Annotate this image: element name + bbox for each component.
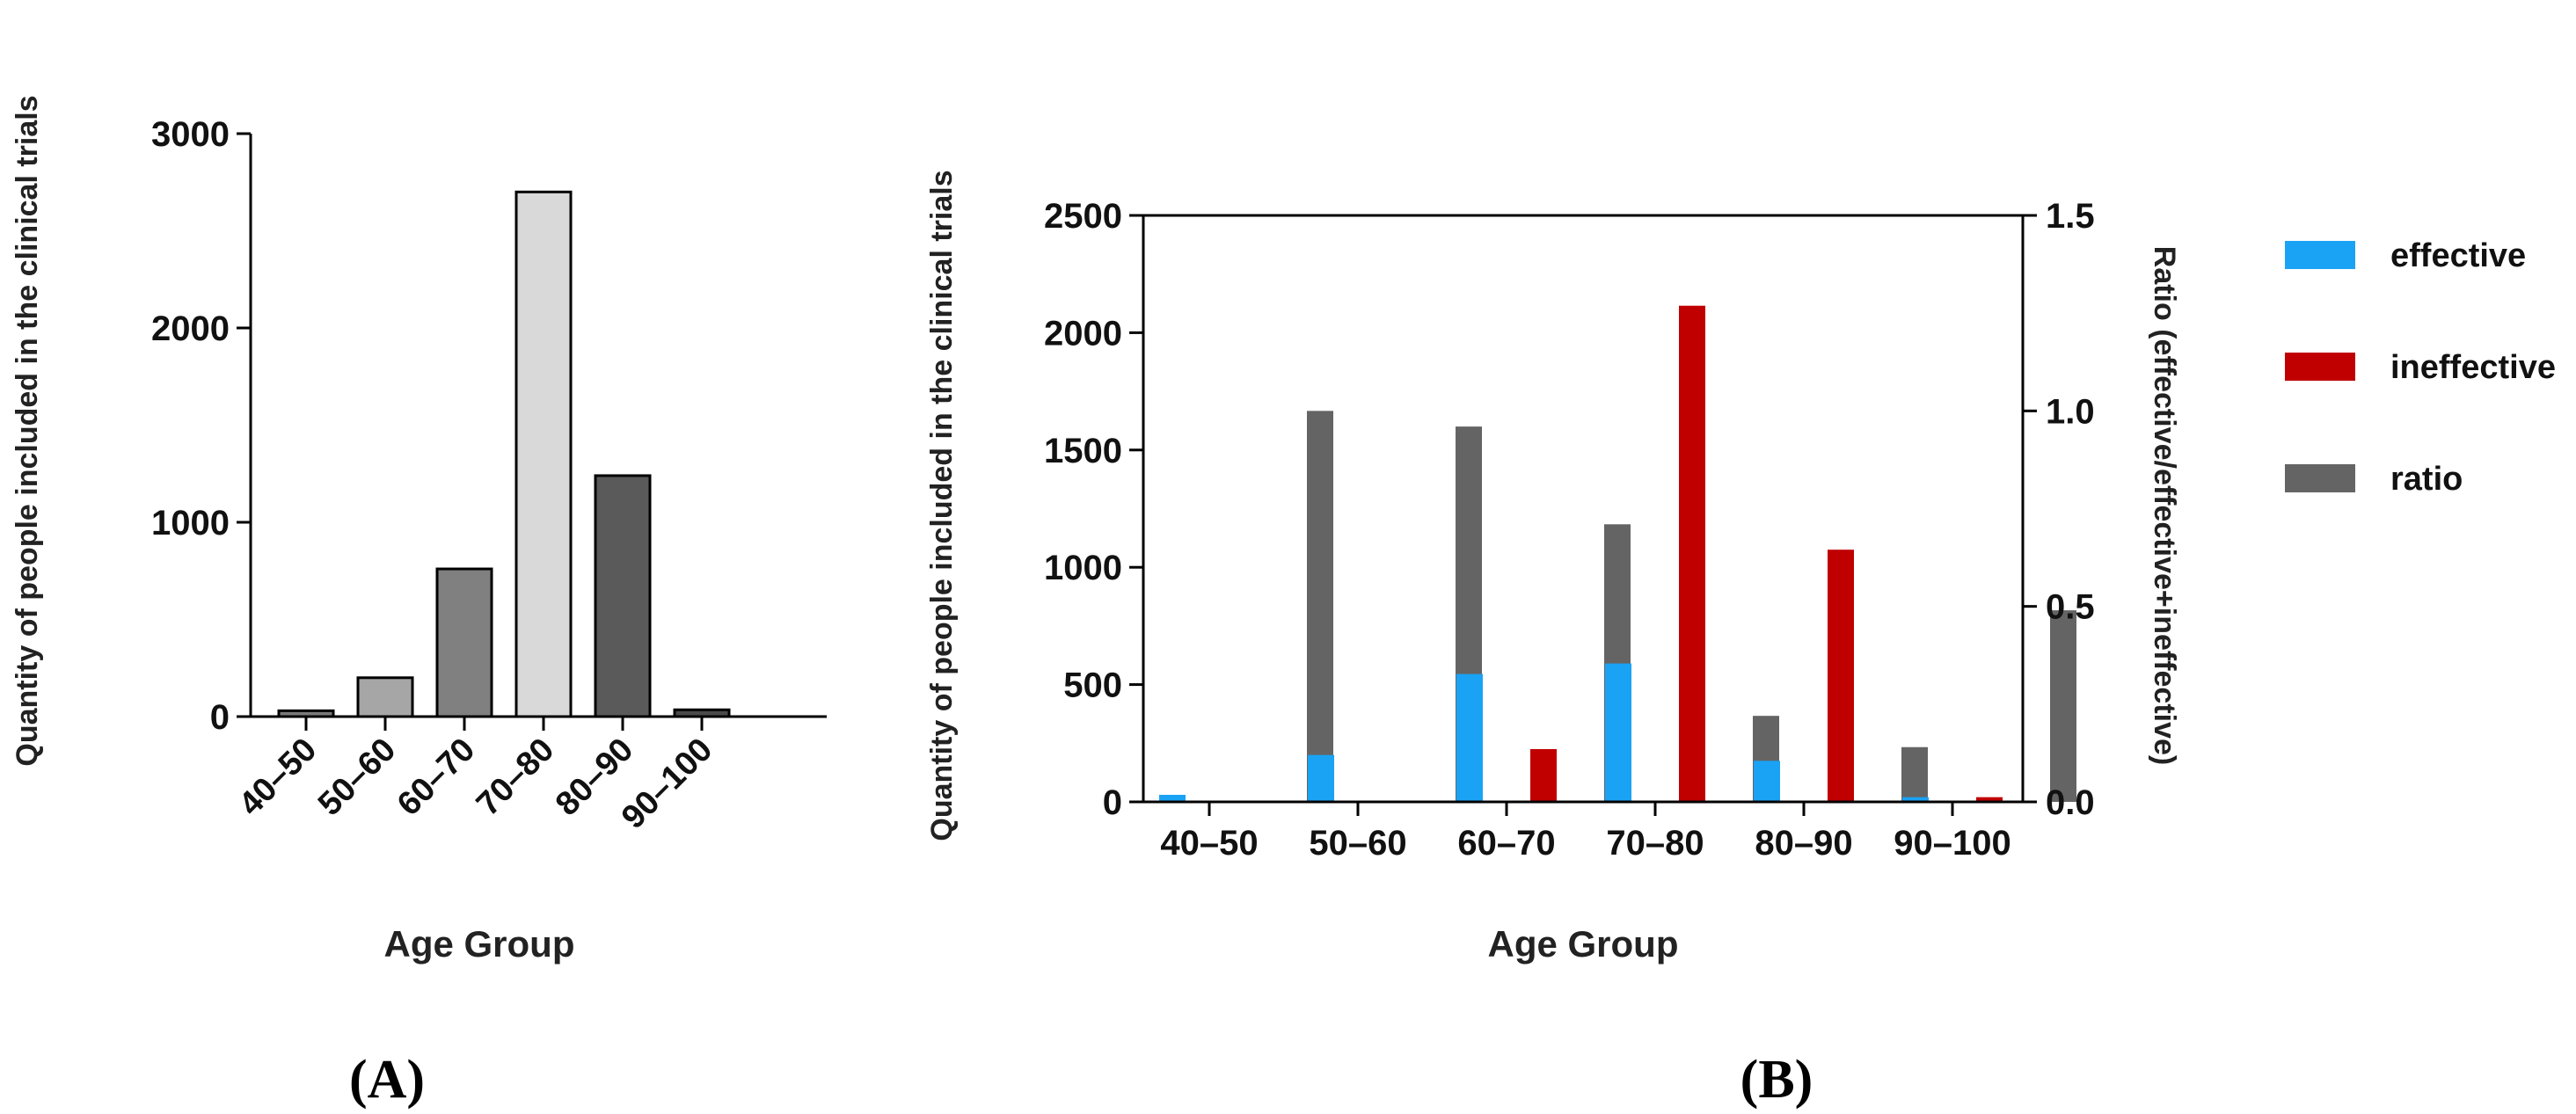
panel-a-xtick-label: 50–60 — [311, 732, 403, 823]
panel-b-bar-effective — [1902, 797, 1929, 802]
panel-b-xtick-label: 60–70 — [1457, 824, 1555, 863]
panel-a-axes — [249, 134, 827, 718]
panel-b-xlabel: Age Group — [1488, 923, 1679, 965]
panel-b-label: (B) — [1740, 1050, 1813, 1110]
panel-b-ticks: 0 500 1000 1500 2000 2500 0.0 0.5 1.0 1.5 40–50 50–… — [1044, 197, 2095, 863]
panel-b-y2tick-label: 1.0 — [2046, 392, 2095, 431]
panel-a-xtick-label: 90–100 — [615, 732, 719, 836]
panel-a-ytick-label: 3000 — [151, 115, 230, 154]
legend-label-effective: effective — [2390, 237, 2526, 274]
panel-b-bar-effective — [1159, 794, 1186, 802]
panel-b-ytick-label: 1500 — [1044, 432, 1122, 470]
panel-b-y2tick-label: 0.5 — [2046, 588, 2095, 627]
legend-swatch-ineffective — [2285, 353, 2355, 381]
panel-b-bar-effective — [1456, 673, 1483, 802]
panel-b-bar-ineffective — [1976, 797, 2003, 802]
panel-b-bar-ratio — [1307, 411, 1333, 802]
panel-b-ytick-label: 0 — [1103, 783, 1122, 822]
panel-a-bar — [594, 474, 652, 718]
panel-b-ytick-label: 1000 — [1044, 549, 1122, 587]
panel-a-xlabel: Age Group — [384, 923, 575, 965]
panel-b-xtick-label: 80–90 — [1755, 824, 1852, 863]
panel-b-xtick-label: 40–50 — [1160, 824, 1258, 863]
panel-b-axes — [1142, 214, 2025, 804]
legend-swatch-ratio — [2285, 464, 2355, 492]
panel-b-ytick-label: 2500 — [1044, 197, 1122, 236]
panel-b-bar-ineffective — [1679, 305, 1705, 802]
panel-a-ytick-label: 2000 — [151, 309, 230, 348]
panel-a-bar — [514, 190, 573, 718]
panel-b-bar-effective — [1605, 663, 1631, 802]
legend-label-ratio: ratio — [2390, 461, 2463, 498]
panel-b-ytick-label: 2000 — [1044, 314, 1122, 353]
panel-a-xtick-label: 60–70 — [390, 732, 482, 823]
panel-b-y2tick-label: 0.0 — [2046, 783, 2095, 822]
panel-b-ytick-label: 500 — [1063, 666, 1122, 705]
panel-b-xtick-label: 70–80 — [1606, 824, 1704, 863]
panel-b-bar-effective — [1754, 761, 1780, 802]
panel-b-xtick-label: 50–60 — [1309, 824, 1406, 863]
panel-a-xtick-label: 40–50 — [232, 732, 324, 823]
panel-b-bar-effective — [1308, 754, 1334, 802]
panel-b-y2label: Ratio (effective/effective+ineffective) — [2148, 246, 2181, 765]
panel-b-bar-ineffective — [1530, 748, 1557, 802]
panel-a-label: (A) — [349, 1050, 425, 1110]
panel-b-chart: 0 500 1000 1500 2000 2500 0.0 0.5 1.0 1.5 40–50 50–… — [925, 170, 2556, 1110]
panel-a-ytick-label: 0 — [210, 698, 230, 737]
panel-a-bar — [356, 676, 414, 718]
panel-a-bars — [277, 190, 731, 718]
panel-b-y2tick-label: 1.5 — [2046, 197, 2095, 236]
panel-b-legend: effective ineffective ratio — [2285, 237, 2556, 498]
panel-a-ytick-label: 1000 — [151, 504, 230, 542]
panel-b-bar-ratio — [2050, 610, 2076, 802]
panel-a-bar — [435, 567, 493, 718]
panel-b-bar-ineffective — [1828, 550, 1854, 802]
panel-a-xtick-label: 70–80 — [470, 732, 561, 823]
panel-b-bars — [1159, 305, 2076, 802]
panel-b-xtick-label: 90–100 — [1894, 824, 2010, 863]
legend-label-ineffective: ineffective — [2390, 349, 2556, 386]
legend-swatch-effective — [2285, 241, 2355, 269]
panel-b-ylabel: Quantity of people included in the clini… — [925, 170, 959, 841]
panel-a-chart: 010002000300040–5050–6060–7070–8080–9090… — [11, 95, 827, 1110]
panel-b-bar-ratio — [1901, 746, 1928, 802]
panel-a-ylabel: Quantity of people included in the clini… — [11, 95, 44, 766]
